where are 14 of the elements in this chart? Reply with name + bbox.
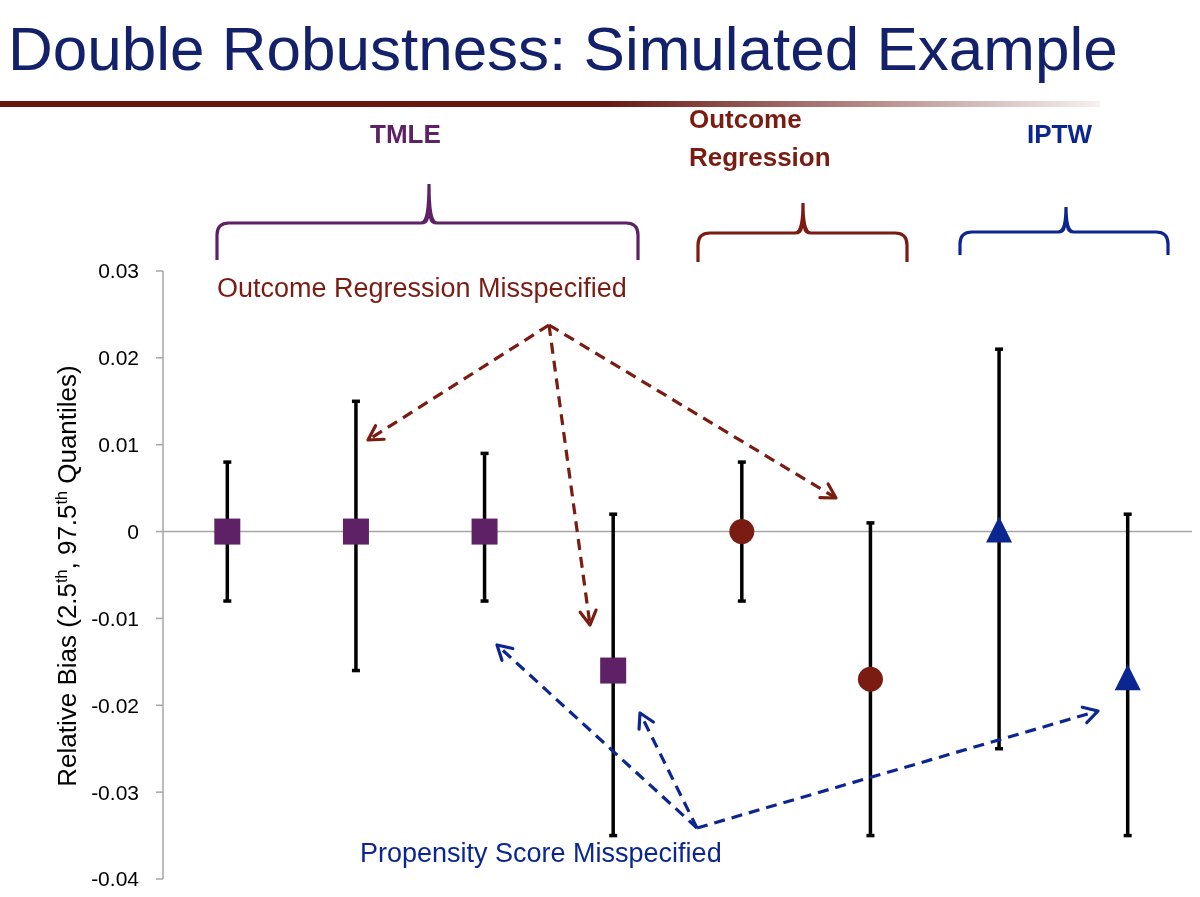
- annotation: Propensity Score Misspecified: [360, 838, 722, 868]
- text: Outcome Regression: [689, 104, 831, 172]
- y-tick-label: -0.02: [91, 693, 139, 717]
- text: TMLE: [370, 119, 441, 149]
- y-tick-label: -0.01: [91, 606, 139, 630]
- y-tick-label: -0.04: [91, 867, 140, 891]
- text: IPTW: [1027, 119, 1093, 149]
- y-tick-label: 0.02: [98, 346, 139, 370]
- y-tick-label: -0.03: [91, 780, 139, 804]
- y-tick-label: 0.03: [98, 259, 139, 283]
- y-tick-label: 0: [127, 520, 139, 544]
- annotation: Outcome Regression Misspecified: [217, 273, 627, 303]
- y-tick-label: 0.01: [98, 433, 139, 457]
- chart-title: Double Robustness: Simulated Example: [8, 14, 1118, 83]
